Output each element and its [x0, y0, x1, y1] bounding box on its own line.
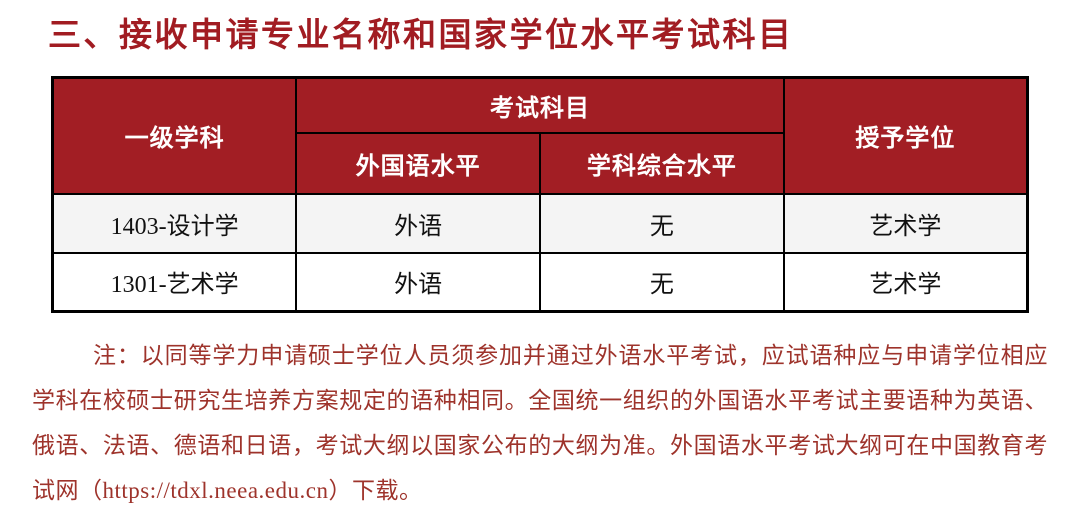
note-paragraph: 注：以同等学力申请硕士学位人员须参加并通过外语水平考试，应试语种应与申请学位相应…: [32, 343, 1048, 503]
col-header-exam-subjects: 考试科目: [295, 76, 785, 134]
table-row: 1403-设计学 外语 无 艺术学: [51, 192, 1029, 254]
col-header-comprehensive: 学科综合水平: [539, 131, 785, 195]
header-row-sub: 外国语水平 学科综合水平: [53, 131, 1028, 195]
table-row: 1301-艺术学 外语 无 艺术学: [51, 251, 1029, 313]
exam-table-container: 一级学科 考试科目 授予学位 外国语水平 学科综合水平 1403-设计学 外语 …: [51, 76, 1029, 313]
cell-foreign-language: 外语: [295, 192, 541, 254]
cell-degree: 艺术学: [782, 251, 1029, 313]
cell-comprehensive: 无: [539, 251, 785, 313]
cell-discipline: 1403-设计学: [51, 192, 298, 254]
header-row-top: 一级学科 考试科目 授予学位: [51, 76, 1029, 195]
page-title: 三、接收申请专业名称和国家学位水平考试科目: [48, 18, 794, 54]
cell-foreign-language: 外语: [295, 251, 541, 313]
exam-subjects-table: 一级学科 考试科目 授予学位 外国语水平 学科综合水平 1403-设计学 外语 …: [51, 76, 1029, 313]
col-header-discipline: 一级学科: [51, 76, 298, 195]
cell-comprehensive: 无: [539, 192, 785, 254]
cell-degree: 艺术学: [782, 192, 1029, 254]
col-header-foreign-language: 外国语水平: [295, 131, 541, 195]
cell-discipline: 1301-艺术学: [51, 251, 298, 313]
col-header-degree: 授予学位: [782, 76, 1029, 195]
